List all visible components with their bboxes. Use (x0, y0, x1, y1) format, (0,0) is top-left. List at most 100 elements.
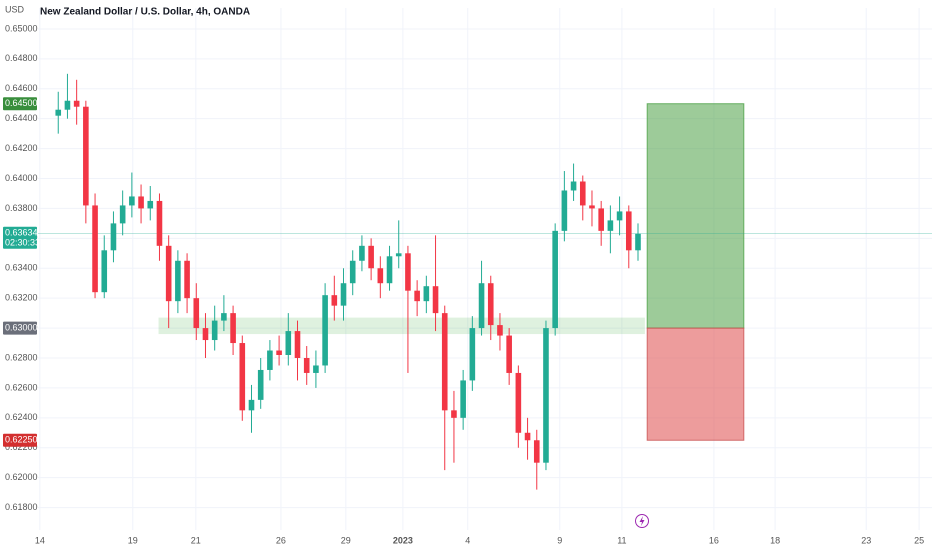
badge-box (3, 97, 37, 111)
candle-body (129, 196, 135, 206)
candle-body (248, 399, 255, 411)
y-tick-label: 0.64200 (5, 143, 38, 153)
y-tick-label: 0.64600 (5, 83, 38, 93)
countdown: 02:30:33 (5, 238, 40, 248)
currency: USD (5, 4, 25, 14)
candle-body (414, 290, 420, 302)
candle-body (607, 220, 614, 231)
candle-body (257, 369, 264, 400)
candle-body (101, 250, 108, 293)
price-badge: 0.64500 (3, 97, 38, 111)
candle-body (533, 440, 540, 463)
candle-body (92, 205, 98, 293)
candle-body (506, 335, 512, 373)
badge-box (3, 433, 37, 447)
x-tick-label: 29 (341, 535, 351, 545)
profit-zone (646, 103, 745, 329)
x-tick-label: 23 (861, 535, 871, 545)
y-tick-label: 0.63400 (5, 263, 38, 273)
candle-body (386, 256, 393, 284)
x-tick-label: 26 (276, 535, 286, 545)
candle-body (524, 432, 531, 441)
candle-body (405, 253, 411, 291)
candle-body (570, 181, 577, 191)
candle-body (487, 283, 494, 326)
x-tick-label: 4 (465, 535, 470, 545)
badge-box (3, 321, 37, 335)
candle-body (110, 223, 117, 251)
loss-zone (646, 327, 745, 441)
candle-body (579, 181, 586, 206)
y-tick-label: 0.62800 (5, 352, 38, 362)
badge-label: 0.63634 (5, 228, 38, 238)
candle-body (423, 286, 430, 302)
candle-body (211, 320, 218, 341)
x-tick-label: 2023 (393, 535, 413, 545)
candle-body (73, 100, 80, 107)
candle-body (451, 410, 457, 418)
candle-body (377, 268, 384, 284)
candle-body (165, 245, 172, 302)
candle-body (230, 313, 236, 344)
candle-body (55, 109, 62, 116)
candle-body (561, 190, 568, 231)
candle-body (349, 260, 356, 284)
candle-body (303, 357, 310, 373)
candle-body (441, 313, 448, 411)
candle-body (497, 325, 503, 336)
price-badge: 0.63000 (3, 321, 38, 335)
support-zone (158, 317, 645, 335)
candle-body (598, 208, 604, 231)
candle-body (432, 286, 439, 314)
candle-body (193, 298, 200, 329)
candle-body (368, 245, 374, 269)
candle-body (119, 205, 126, 224)
candle-body (239, 343, 246, 411)
y-tick-label: 0.63800 (5, 203, 38, 213)
x-tick-label: 14 (35, 535, 45, 545)
y-tick-label: 0.64800 (5, 53, 38, 63)
candle-body (184, 260, 190, 299)
candle-body (340, 283, 347, 306)
candle-body (64, 100, 71, 110)
y-tick-label: 0.65000 (5, 23, 38, 33)
candle-body (478, 283, 485, 329)
candle-body (138, 196, 144, 209)
x-tick-label: 9 (557, 535, 562, 545)
badge-label: 0.62250 (5, 435, 38, 445)
lightning-icon[interactable] (635, 514, 649, 528)
candle-body (147, 200, 154, 209)
y-tick-label: 0.62400 (5, 412, 38, 422)
candle-body (276, 350, 282, 356)
candle-body (625, 211, 632, 251)
x-tick-label: 18 (770, 535, 780, 545)
candle-body (395, 253, 402, 257)
x-tick-label: 21 (191, 535, 201, 545)
price-badge: 0.62250 (3, 433, 38, 447)
candle-body (331, 295, 338, 306)
y-tick-label: 0.63200 (5, 293, 38, 303)
badge-label: 0.64500 (5, 98, 38, 108)
candle-body (156, 200, 163, 246)
candle-body (589, 205, 595, 209)
candle-body (267, 350, 273, 370)
candle-body (635, 233, 641, 251)
candle-body (322, 295, 328, 366)
y-tick-label: 0.61800 (5, 502, 38, 512)
candle-body (285, 331, 292, 356)
candle-body (543, 328, 549, 463)
candle-body (359, 245, 365, 261)
badge-label: 0.63000 (5, 322, 38, 332)
candle-body (515, 372, 522, 433)
x-tick-label: 11 (617, 535, 626, 545)
y-tick-label: 0.64400 (5, 113, 38, 123)
badge-box (3, 226, 37, 249)
y-tick-label: 0.64000 (5, 173, 38, 183)
candle-body (313, 365, 319, 373)
candle-body (552, 230, 558, 329)
x-tick-label: 16 (709, 535, 719, 545)
y-tick-label: 0.62000 (5, 472, 38, 482)
candle-body (202, 328, 209, 341)
